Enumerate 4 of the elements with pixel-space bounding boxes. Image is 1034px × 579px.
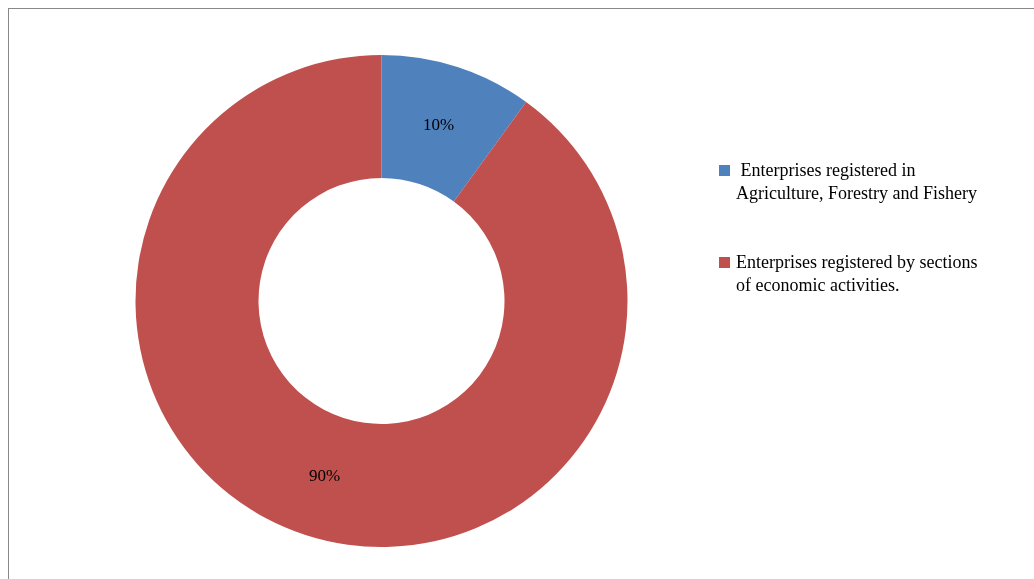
legend-label: Enterprises registered in Agriculture, Forestry and Fishery xyxy=(736,159,978,205)
data-label: 90% xyxy=(308,465,341,485)
data-label: 10% xyxy=(422,115,455,134)
legend-label: Enterprises registered by sections of economic activities. xyxy=(736,251,979,297)
